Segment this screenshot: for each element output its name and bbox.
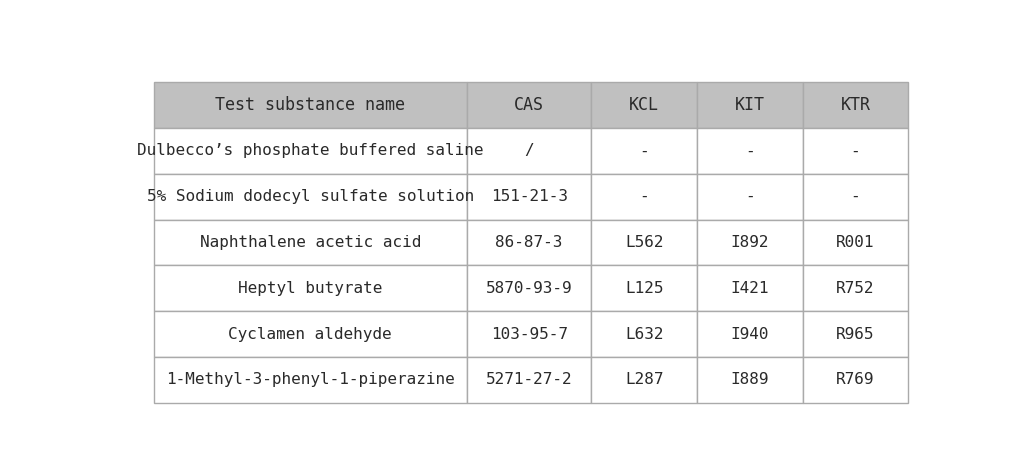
Text: 5271-27-2: 5271-27-2 (486, 372, 572, 387)
Bar (467, 128, 592, 174)
Bar (592, 174, 697, 219)
Bar (467, 357, 592, 403)
Bar (803, 357, 909, 403)
Text: -: - (639, 189, 649, 204)
Text: L125: L125 (625, 281, 663, 296)
Bar (697, 219, 803, 265)
Bar (697, 174, 803, 219)
Bar (697, 128, 803, 174)
Text: I421: I421 (730, 281, 769, 296)
Text: I940: I940 (730, 326, 769, 342)
Bar (467, 219, 592, 265)
Bar (153, 311, 467, 357)
Bar (467, 174, 592, 219)
Bar (592, 311, 697, 357)
Text: 151-21-3: 151-21-3 (491, 189, 568, 204)
Text: Heptyl butyrate: Heptyl butyrate (238, 281, 382, 296)
Text: R001: R001 (836, 235, 874, 250)
Text: L632: L632 (625, 326, 663, 342)
Text: R752: R752 (836, 281, 874, 296)
Bar (153, 82, 467, 128)
Text: I889: I889 (730, 372, 769, 387)
Text: 5870-93-9: 5870-93-9 (486, 281, 572, 296)
Bar (803, 174, 909, 219)
Text: /: / (524, 143, 534, 158)
Text: Cyclamen aldehyde: Cyclamen aldehyde (228, 326, 392, 342)
Text: -: - (639, 143, 649, 158)
Text: -: - (851, 189, 860, 204)
Bar (697, 82, 803, 128)
Text: Dulbecco’s phosphate buffered saline: Dulbecco’s phosphate buffered saline (137, 143, 484, 158)
Bar (803, 128, 909, 174)
Bar (467, 265, 592, 311)
Bar (467, 311, 592, 357)
Text: I892: I892 (730, 235, 769, 250)
Bar (803, 265, 909, 311)
Text: Naphthalene acetic acid: Naphthalene acetic acid (200, 235, 421, 250)
Bar (697, 311, 803, 357)
Bar (592, 265, 697, 311)
Text: 1-Methyl-3-phenyl-1-piperazine: 1-Methyl-3-phenyl-1-piperazine (166, 372, 455, 387)
Bar (803, 219, 909, 265)
Text: CAS: CAS (514, 96, 544, 114)
Bar (153, 357, 467, 403)
Bar (592, 219, 697, 265)
Bar (467, 82, 592, 128)
Bar (592, 82, 697, 128)
Text: KTR: KTR (840, 96, 870, 114)
Text: Test substance name: Test substance name (215, 96, 405, 114)
Text: 103-95-7: 103-95-7 (491, 326, 568, 342)
Bar (697, 357, 803, 403)
Text: 5% Sodium dodecyl sulfate solution: 5% Sodium dodecyl sulfate solution (146, 189, 473, 204)
Text: 86-87-3: 86-87-3 (495, 235, 563, 250)
Text: KCL: KCL (629, 96, 659, 114)
Text: -: - (745, 143, 754, 158)
Bar (153, 174, 467, 219)
Text: R769: R769 (836, 372, 874, 387)
Text: KIT: KIT (735, 96, 765, 114)
Bar (153, 128, 467, 174)
Bar (153, 219, 467, 265)
Text: -: - (745, 189, 754, 204)
Bar (803, 311, 909, 357)
Text: L562: L562 (625, 235, 663, 250)
Bar (592, 357, 697, 403)
Bar (592, 128, 697, 174)
Bar (153, 265, 467, 311)
Bar (697, 265, 803, 311)
Text: R965: R965 (836, 326, 874, 342)
Text: -: - (851, 143, 860, 158)
Bar (803, 82, 909, 128)
Text: L287: L287 (625, 372, 663, 387)
